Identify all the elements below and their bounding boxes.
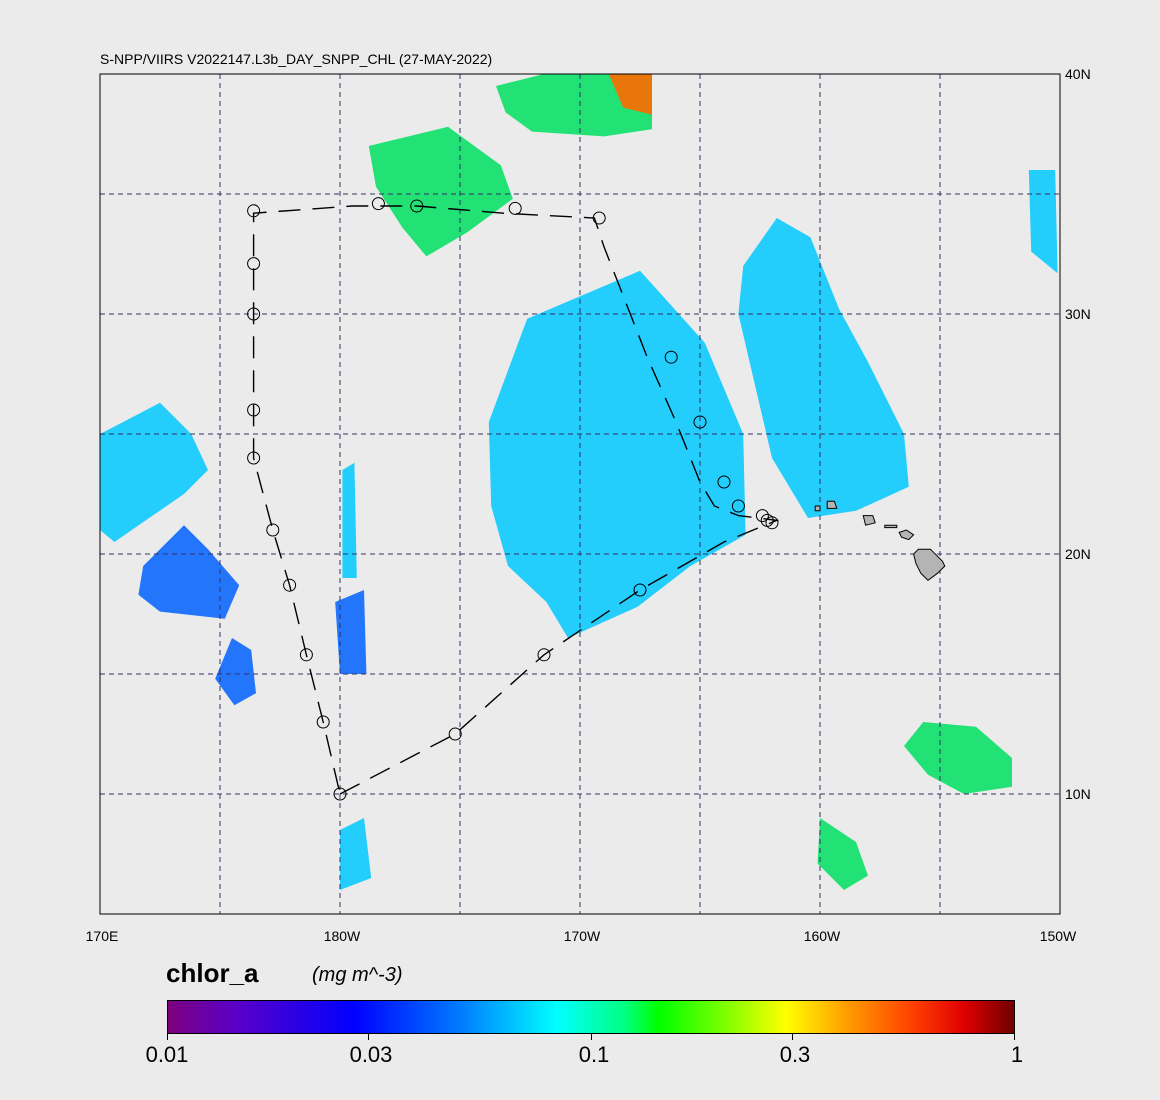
chl-patch-hot <box>608 74 652 115</box>
chl-patch-high <box>817 818 868 890</box>
colorbar-units: (mg m^-3) <box>312 964 403 986</box>
colorbar-tick <box>1014 1034 1015 1040</box>
lon-label-170w: 170W <box>563 928 601 944</box>
chl-patch-low <box>215 638 256 706</box>
station-marker <box>592 211 606 225</box>
map-frame <box>99 73 1061 915</box>
colorbar <box>167 1000 1015 1034</box>
island-oahu <box>862 515 876 526</box>
lon-label-180w: 180W <box>323 928 361 944</box>
station-marker <box>247 451 261 465</box>
lat-label-20n: 20N <box>1065 546 1091 562</box>
colorbar-label-1: 1 <box>1010 1042 1024 1067</box>
colorbar-label-0.3: 0.3 <box>779 1042 811 1067</box>
station-marker <box>247 307 261 321</box>
station-marker <box>247 204 261 218</box>
island-maui <box>898 529 915 541</box>
island-big-island <box>913 548 946 582</box>
chl-patch-mid <box>340 818 372 890</box>
chl-patch-high <box>904 722 1012 794</box>
station-marker <box>371 197 385 211</box>
station-marker <box>633 583 647 597</box>
chl-patch-mid <box>738 218 909 518</box>
chl-patch-low <box>335 590 367 674</box>
station-marker <box>664 350 678 364</box>
chl-patch-high <box>496 74 652 137</box>
island-molokai <box>884 524 898 529</box>
colorbar-tick <box>792 1034 793 1040</box>
lon-label-150w: 150W <box>1039 928 1077 944</box>
lat-label-40n: 40N <box>1065 66 1091 82</box>
station-marker <box>755 509 769 523</box>
station-marker <box>316 715 330 729</box>
station-marker <box>266 523 280 537</box>
station-marker <box>537 648 551 662</box>
colorbar-label-0.03: 0.03 <box>349 1042 393 1067</box>
island-kauai <box>826 500 838 509</box>
chl-patch-mid <box>342 462 357 578</box>
lon-label-160w: 160W <box>803 928 841 944</box>
station-marker <box>247 257 261 271</box>
station-marker <box>283 578 297 592</box>
colorbar-tick <box>167 1034 168 1040</box>
station-marker <box>508 201 522 215</box>
map-title: S-NPP/VIIRS V2022147.L3b_DAY_SNPP_CHL (2… <box>100 51 493 67</box>
lat-label-30n: 30N <box>1065 306 1091 322</box>
chl-patch-low <box>138 525 240 619</box>
island-niihau <box>814 505 821 512</box>
colorbar-variable: chlor_a <box>166 958 259 988</box>
colorbar-tick <box>368 1034 369 1040</box>
chl-patch-high <box>368 126 513 257</box>
station-marker <box>760 513 774 527</box>
colorbar-label-0.01: 0.01 <box>145 1042 189 1067</box>
station-marker <box>448 727 462 741</box>
station-marker <box>247 403 261 417</box>
colorbar-tick <box>591 1034 592 1040</box>
lat-label-10n: 10N <box>1065 786 1091 802</box>
cruise-track <box>252 205 780 795</box>
lon-label-170e: 170E <box>85 928 119 944</box>
chl-patch-mid <box>100 402 208 542</box>
station-marker <box>693 415 707 429</box>
colorbar-label-0.1: 0.1 <box>578 1042 610 1067</box>
chl-patch-mid <box>488 270 746 638</box>
station-marker <box>731 499 745 513</box>
station-marker <box>410 199 424 213</box>
station-marker <box>333 787 347 801</box>
chl-patch-mid <box>1028 170 1058 274</box>
station-marker <box>717 475 731 489</box>
station-marker <box>299 648 313 662</box>
